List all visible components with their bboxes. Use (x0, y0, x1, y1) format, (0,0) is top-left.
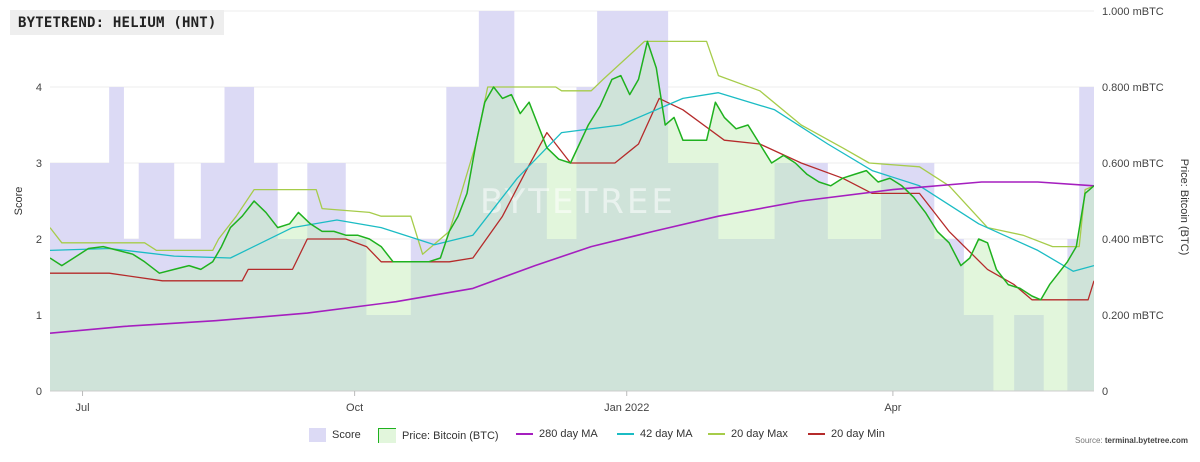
series-line-price-bitcoin-btc (50, 40, 1094, 301)
legend-swatch (309, 428, 326, 442)
y-left-tick-label: 0 (36, 386, 42, 398)
source-site: terminal.bytetree.com (1104, 436, 1188, 445)
y-left-axis-title: Score (13, 187, 25, 216)
legend-item-price-bitcoin-btc[interactable]: Price: Bitcoin (BTC) (378, 428, 499, 443)
y-right-tick-label: 0.600 mBTC (1102, 158, 1164, 170)
x-tick-label: Oct (346, 402, 363, 414)
legend-swatch (708, 433, 725, 435)
legend-item-42-day-ma[interactable]: 42 day MA (617, 428, 693, 440)
series-line-20-day-max (50, 40, 1094, 255)
x-tick-label: Apr (884, 402, 901, 414)
legend-label: 42 day MA (640, 428, 693, 440)
legend-label: 280 day MA (539, 428, 598, 440)
legend-swatch (516, 433, 533, 435)
legend-swatch (617, 433, 634, 435)
legend-label: 20 day Max (731, 428, 788, 440)
y-right-tick-label: 0.800 mBTC (1102, 82, 1164, 94)
y-right-tick-label: 0 (1102, 386, 1108, 398)
x-tick-label: Jul (76, 402, 90, 414)
y-left-tick-label: 1 (36, 310, 42, 322)
series-line-42-day-ma (50, 92, 1094, 272)
legend-label: Score (332, 429, 361, 441)
legend-item-score[interactable]: Score (309, 428, 361, 442)
y-left-tick-label: 2 (36, 234, 42, 246)
source-note: Source: terminal.bytetree.com (1075, 436, 1188, 445)
y-right-tick-label: 0.400 mBTC (1102, 234, 1164, 246)
series-line-20-day-min (50, 97, 1094, 301)
y-left-tick-label: 4 (36, 82, 42, 94)
chart-title: BYTETREND: HELIUM (HNT) (10, 10, 225, 35)
legend-item-280-day-ma[interactable]: 280 day MA (516, 428, 598, 440)
x-tick-label: Jan 2022 (604, 402, 649, 414)
watermark: BYTETREE (480, 182, 676, 222)
legend-swatch (378, 428, 396, 443)
y-right-tick-label: 1.000 mBTC (1102, 6, 1164, 18)
legend-label: 20 day Min (831, 428, 885, 440)
source-label: Source: (1075, 436, 1103, 445)
y-right-axis-title: Price: Bitcoin (BTC) (1178, 159, 1190, 256)
y-left-tick-label: 3 (36, 158, 42, 170)
y-right-tick-label: 0.200 mBTC (1102, 310, 1164, 322)
legend-item-20-day-min[interactable]: 20 day Min (808, 428, 885, 440)
legend-label: Price: Bitcoin (BTC) (402, 429, 499, 442)
legend: Score Price: Bitcoin (BTC) 280 day MA 42 da… (0, 428, 1200, 446)
series-line-280-day-ma (50, 181, 1094, 334)
legend-swatch (808, 433, 825, 435)
legend-item-20-day-max[interactable]: 20 day Max (708, 428, 788, 440)
